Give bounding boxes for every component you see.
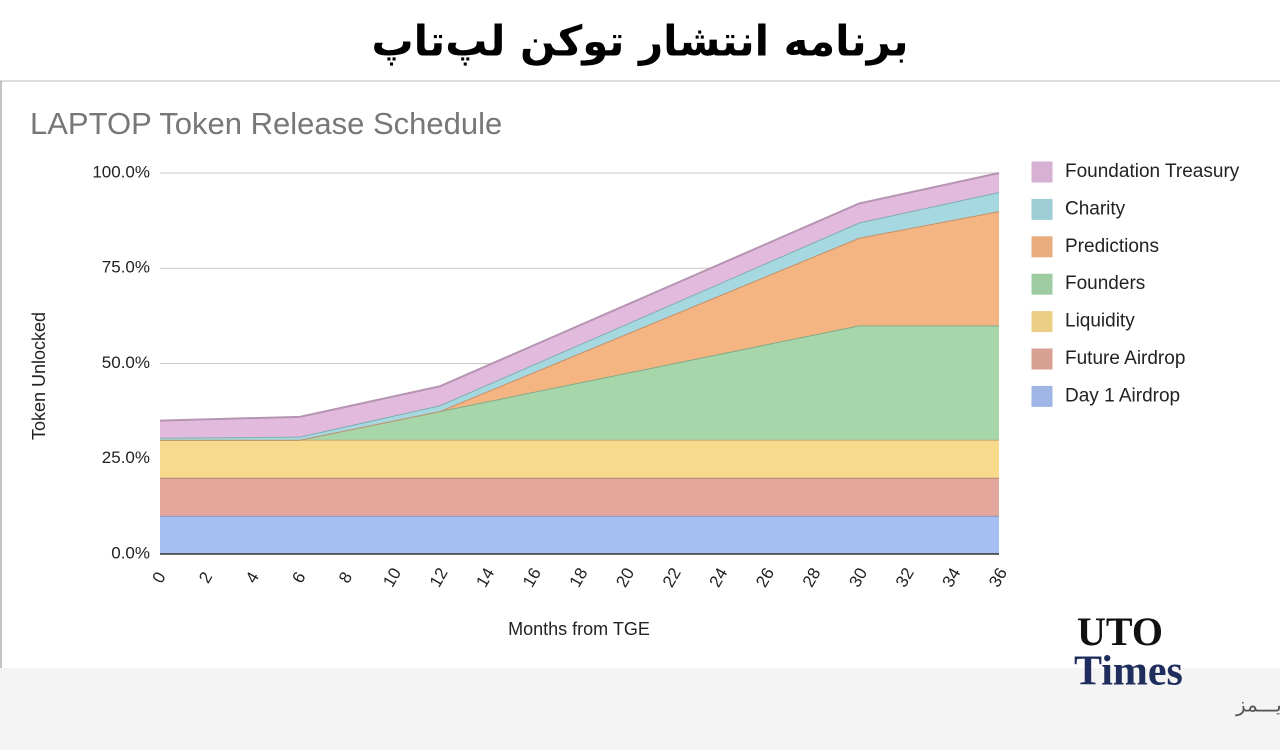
x-tick-label: 30 — [845, 565, 871, 591]
area — [160, 325, 999, 440]
x-tick-label: 36 — [985, 565, 1011, 591]
logo-uto: UTO — [1077, 609, 1163, 654]
y-tick-label: 100.0% — [92, 162, 150, 181]
x-axis-label: Months from TGE — [508, 619, 650, 639]
legend-swatch — [1031, 385, 1053, 407]
legend-swatch — [1031, 311, 1053, 333]
legend-swatch — [1031, 348, 1053, 370]
legend-label: Foundation Treasury — [1065, 161, 1240, 182]
x-tick-label: 16 — [519, 565, 545, 591]
legend-label: Liquidity — [1065, 311, 1135, 332]
x-tick-label: 32 — [892, 565, 918, 591]
x-tick-label: 4 — [242, 569, 263, 587]
legend-label: Predictions — [1065, 236, 1159, 257]
area — [160, 515, 999, 554]
page-title: برنامه انتشار توکن لپ‌تاپ — [371, 17, 908, 67]
x-tick-label: 10 — [379, 565, 405, 591]
legend-swatch — [1031, 198, 1053, 220]
legend-swatch — [1031, 161, 1053, 183]
x-tick-label: 0 — [149, 569, 170, 587]
y-tick-label: 50.0% — [102, 353, 150, 372]
x-tick-label: 24 — [705, 565, 731, 591]
legend-label: Future Airdrop — [1065, 348, 1185, 369]
x-tick-label: 2 — [195, 569, 216, 587]
area — [160, 173, 999, 438]
area — [160, 439, 999, 478]
chart-title: LAPTOP Token Release Schedule — [30, 106, 502, 141]
area — [160, 211, 999, 440]
x-tick-label: 6 — [288, 569, 309, 587]
x-tick-label: 20 — [612, 565, 638, 591]
footer-band — [0, 668, 1280, 750]
x-tick-label: 26 — [752, 565, 778, 591]
area-line — [159, 172, 1000, 422]
logo-times: Times — [1074, 649, 1183, 695]
logo-persian: یوتـــو تایـــمز — [1235, 693, 1280, 717]
legend-label: Founders — [1065, 273, 1145, 294]
y-tick-label: 0.0% — [111, 543, 150, 562]
x-tick-label: 14 — [472, 565, 498, 591]
legend-swatch — [1031, 236, 1053, 258]
x-tick-label: 22 — [659, 565, 685, 591]
area — [160, 477, 999, 516]
x-tick-label: 12 — [426, 565, 452, 591]
y-axis-label: Token Unlocked — [29, 312, 49, 440]
legend-swatch — [1031, 273, 1053, 295]
y-tick-label: 75.0% — [102, 258, 150, 277]
legend-label: Charity — [1065, 198, 1126, 219]
x-tick-label: 8 — [335, 569, 356, 587]
x-tick-label: 18 — [566, 565, 592, 591]
x-tick-label: 34 — [939, 565, 965, 591]
legend-label: Day 1 Airdrop — [1065, 385, 1180, 406]
y-tick-label: 25.0% — [102, 448, 150, 467]
x-tick-label: 28 — [799, 565, 825, 591]
